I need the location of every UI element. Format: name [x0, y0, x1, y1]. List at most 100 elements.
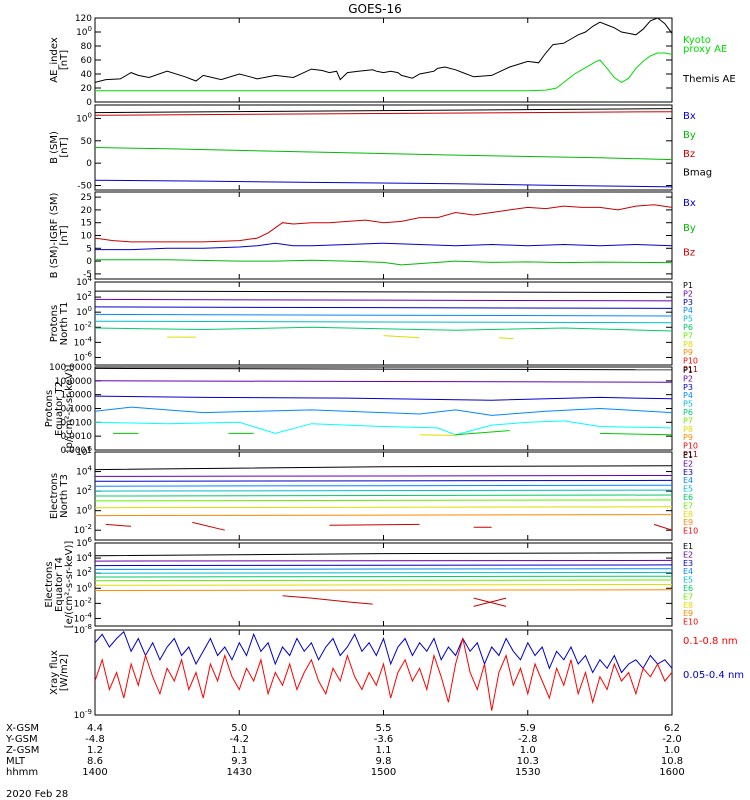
series-line-6	[95, 579, 672, 582]
series-line-8	[95, 589, 672, 591]
ephemeris-row-label: Z-GSM	[6, 745, 39, 756]
series-line-4	[95, 320, 672, 324]
y-tick-label: 100	[76, 305, 92, 318]
panel-frame	[94, 191, 673, 280]
y-axis-label: Xray flux	[49, 650, 60, 695]
plot-title: GOES-16	[348, 2, 402, 16]
y-tick-label: 0.1000	[61, 405, 93, 415]
y-tick-label: 80	[81, 42, 93, 52]
y-tick-label: 102	[76, 484, 92, 497]
series-line-7	[95, 584, 672, 586]
series-line-5	[95, 326, 672, 332]
legend-entry: P9	[683, 433, 693, 442]
series-line-7	[95, 506, 672, 509]
legend-entry: P2	[683, 289, 693, 298]
y-tick-label: 10-2	[74, 596, 92, 609]
series-line-4	[95, 489, 672, 492]
legend-entry: P6	[683, 408, 693, 417]
ephemeris-value: 9.8	[376, 756, 392, 767]
legend-entry: E6	[683, 584, 693, 593]
y-tick-label: 10-4	[74, 335, 93, 348]
legend-entry: P1	[683, 366, 693, 375]
legend-entry: P4	[683, 391, 693, 400]
series-line-2	[95, 395, 672, 401]
series-line-0	[95, 18, 672, 83]
legend-entry: proxy AE	[683, 44, 727, 55]
ephemeris-value: 9.3	[231, 756, 247, 767]
legend-entry: Kyoto	[683, 35, 711, 46]
ephemeris-value: 1.0	[520, 745, 536, 756]
series-line-2	[95, 306, 672, 309]
series-line-3	[95, 313, 672, 317]
series-line-0	[95, 465, 672, 471]
y-tick-label: 0.0010	[61, 432, 93, 442]
y-axis-label: B (SM)-IGRF (SM)	[49, 193, 60, 279]
ephemeris-row-label: MLT	[6, 756, 26, 767]
series-line-1	[95, 242, 672, 251]
series-line-8	[498, 337, 514, 340]
y-tick-label: 100.0000	[49, 363, 92, 373]
y-axis-label: Protons	[44, 390, 55, 427]
y-tick-label: 20	[81, 84, 93, 94]
y-axis-label: North T3	[59, 474, 70, 518]
series-line-5	[455, 430, 510, 436]
ephemeris-value: 1430	[227, 767, 252, 778]
series-line-10	[192, 521, 225, 531]
y-tick-label: 50	[81, 137, 93, 147]
y-axis-label: [nT]	[59, 137, 70, 157]
legend-entry: P3	[683, 298, 693, 307]
legend-entry: P3	[683, 383, 693, 392]
y-tick-label: 10-8	[74, 623, 92, 636]
legend-entry: P7	[683, 416, 693, 425]
series-line-2	[95, 259, 672, 266]
ephemeris-value: 1400	[82, 767, 107, 778]
series-line-13	[653, 523, 672, 531]
y-axis-label: Equator T2	[54, 381, 65, 436]
ephemeris-value: 5.0	[231, 723, 247, 734]
legend-entry: P7	[683, 331, 693, 340]
y-axis-label: AE_index	[49, 37, 60, 83]
y-tick-label: 100	[76, 504, 92, 517]
y-tick-label: 120	[75, 14, 92, 24]
y-axis-label: North T1	[59, 302, 70, 346]
legend-entry: E8	[683, 510, 693, 519]
legend-entry: P8	[683, 340, 693, 349]
series-line-9	[105, 523, 132, 527]
legend-entry: 0.05-0.4 nm	[683, 670, 744, 681]
legend-entry: E8	[683, 601, 693, 610]
legend-entry: E10	[683, 527, 698, 536]
y-tick-label: 10.0000	[55, 377, 92, 387]
y-tick-label: 60	[81, 56, 93, 66]
series-line-7	[383, 335, 420, 339]
y-tick-label: 10-2	[74, 320, 92, 333]
panel-2: -5 0 5 10 15 20 25 B (SM)-IGRF (SM) [nT] Bx By Bz	[49, 191, 696, 280]
series-line-2	[95, 479, 672, 482]
y-tick-label: 0	[86, 257, 92, 267]
y-tick-label: 10	[81, 232, 93, 242]
panel-7: 10-9 10-8 Xray flux [W/m2] 0.1-0.8 nm 0.05-0.…	[49, 623, 744, 721]
series-line-3	[95, 179, 672, 188]
ephemeris-value: 1.1	[231, 745, 247, 756]
y-axis-label: Protons	[49, 305, 60, 342]
ephemeris-row-label: hhmm	[6, 767, 38, 778]
legend-entry: P9	[683, 348, 693, 357]
ephemeris-value: -4.2	[229, 734, 249, 745]
y-tick-label: 0	[86, 159, 92, 169]
y-tick-label: 104	[76, 465, 92, 478]
panel-frame	[94, 366, 673, 451]
legend-entry: E9	[683, 518, 693, 527]
ephemeris-value: 8.6	[87, 756, 103, 767]
series-line-1	[95, 638, 672, 711]
y-axis-label: Electrons	[44, 561, 55, 607]
date-label: 2020 Feb 28	[6, 789, 68, 800]
series-line-11	[329, 523, 420, 526]
legend-entry: Bx	[683, 111, 696, 122]
legend-entry: E3	[683, 468, 693, 477]
y-axis-label: Electrons	[49, 473, 60, 519]
y-tick-label: 10-6	[74, 350, 93, 363]
ephemeris-value: -3.6	[374, 734, 394, 745]
